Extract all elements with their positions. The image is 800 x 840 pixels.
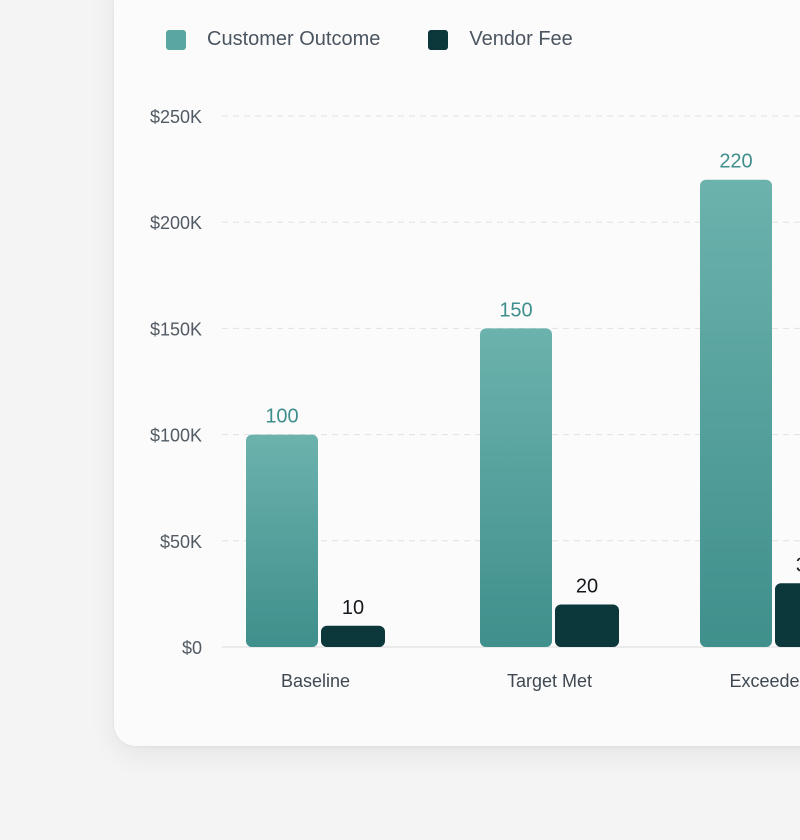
x-category-label: Target Met bbox=[507, 671, 592, 691]
legend-item-vendor-fee[interactable]: Vendor Fee bbox=[428, 28, 573, 51]
legend-swatch-customer-outcome bbox=[166, 29, 186, 50]
bar-vendor-fee bbox=[321, 625, 385, 647]
legend-item-customer-outcome[interactable]: Customer Outcome bbox=[166, 28, 380, 51]
data-label-vendor-fee: 30 bbox=[796, 554, 800, 576]
y-tick-label: $0 bbox=[182, 638, 202, 658]
bar-vendor-fee bbox=[555, 604, 619, 647]
bar-vendor-fee bbox=[775, 583, 800, 647]
y-tick-label: $100K bbox=[150, 426, 202, 446]
y-tick-label: $200K bbox=[150, 213, 202, 233]
bar-customer-outcome bbox=[700, 179, 772, 647]
x-category-label: Baseline bbox=[281, 671, 350, 691]
y-tick-label: $150K bbox=[150, 319, 202, 339]
chart-card bbox=[114, 0, 800, 746]
legend: Customer Outcome Vendor Fee bbox=[166, 28, 621, 51]
y-tick-label: $250K bbox=[150, 107, 202, 127]
data-label-customer-outcome: 220 bbox=[719, 151, 752, 173]
data-label-customer-outcome: 100 bbox=[265, 406, 298, 428]
legend-label-customer-outcome: Customer Outcome bbox=[207, 28, 381, 50]
bar-customer-outcome bbox=[480, 328, 552, 647]
y-tick-label: $50K bbox=[160, 532, 202, 552]
legend-swatch-vendor-fee bbox=[428, 29, 449, 50]
data-label-customer-outcome: 150 bbox=[499, 299, 532, 321]
data-label-vendor-fee: 10 bbox=[342, 597, 364, 619]
bar-customer-outcome bbox=[246, 434, 318, 647]
data-label-vendor-fee: 20 bbox=[576, 576, 598, 598]
legend-label-vendor-fee: Vendor Fee bbox=[469, 28, 573, 50]
x-category-label: Exceeded bbox=[729, 671, 800, 691]
